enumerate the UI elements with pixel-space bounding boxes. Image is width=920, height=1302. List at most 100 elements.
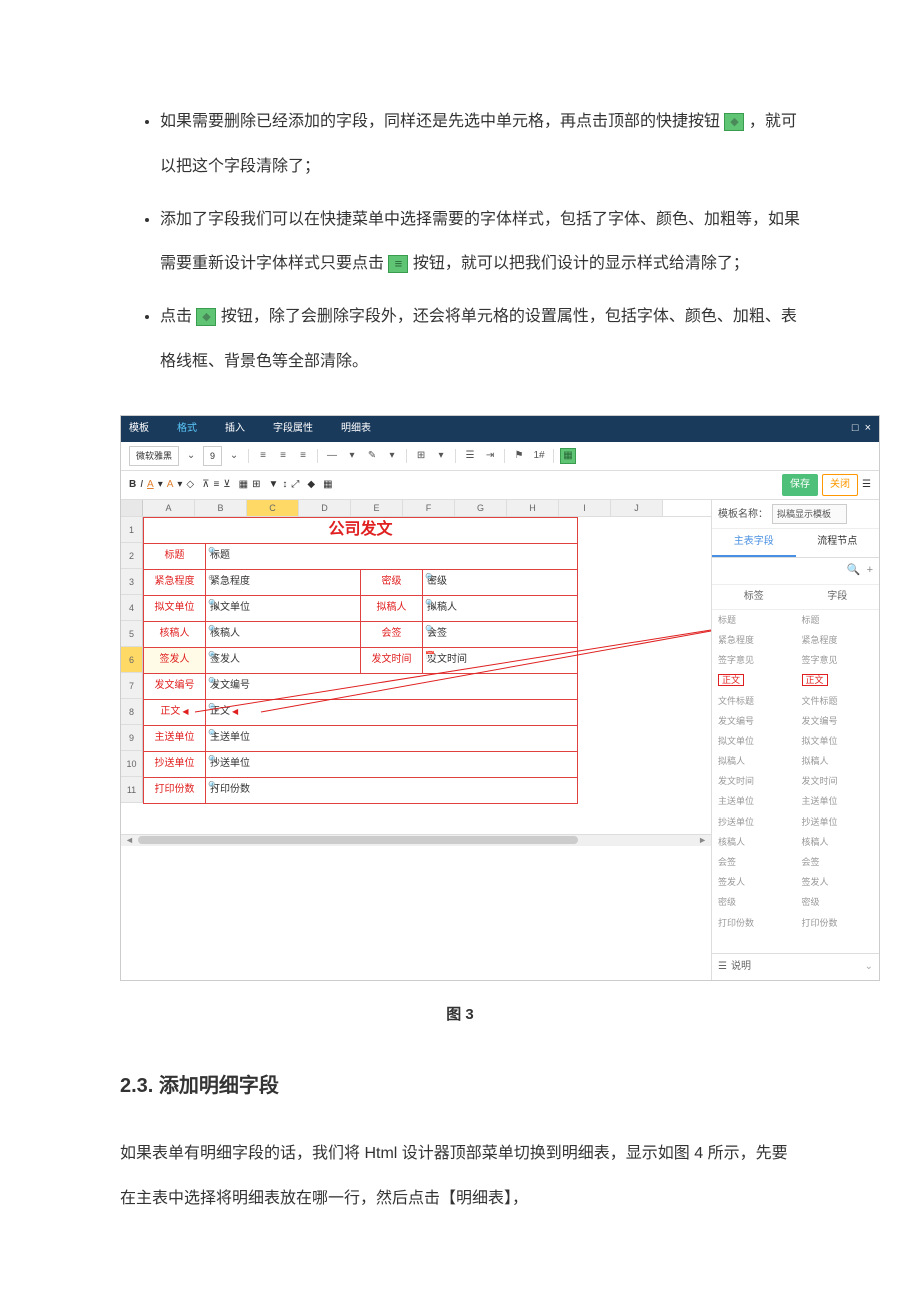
valign-top-icon[interactable]: ⊼ [202,476,209,494]
r6-v1[interactable]: 🔍签发人 [206,648,361,674]
menu-detail[interactable]: 明细表 [341,420,371,438]
row-4[interactable]: 4 [121,595,143,621]
field-row[interactable]: 发文时间发文时间 [712,771,879,791]
col-I[interactable]: I [559,500,611,516]
row-5[interactable]: 5 [121,621,143,647]
green-tool-icon-1[interactable]: ▦ [560,448,576,464]
r4-l2[interactable]: 拟稿人 [361,596,423,622]
horizontal-scrollbar[interactable]: ◄► [121,834,711,846]
dropdown-icon-3[interactable]: ▾ [433,448,449,464]
row-10[interactable]: 10 [121,751,143,777]
field-row[interactable]: 紧急程度紧急程度 [712,630,879,650]
align-right-icon[interactable]: ≡ [295,448,311,464]
chevron-down-icon[interactable]: ⌄ [865,958,873,976]
align-left-icon[interactable]: ≡ [255,448,271,464]
title-cell[interactable]: 公司发文 [144,518,578,544]
col-B[interactable]: B [195,500,247,516]
row-8[interactable]: 8 [121,699,143,725]
field-row[interactable]: 拟稿人拟稿人 [712,751,879,771]
r5-v2[interactable]: 🔍会签 [423,622,578,648]
r6-l2[interactable]: 发文时间 [361,648,423,674]
menu-insert[interactable]: 插入 [225,420,245,438]
col-C[interactable]: C [247,500,299,516]
flag-icon[interactable]: ⚑ [511,448,527,464]
r2-label[interactable]: 标题 [144,544,206,570]
valign-mid-icon[interactable]: ≡ [213,476,219,494]
row-6[interactable]: 6 [121,647,143,673]
r2-value[interactable]: 🔍标题 [206,544,578,570]
col-G[interactable]: G [455,500,507,516]
r8-label[interactable]: 正文◀ [144,700,206,726]
field-row[interactable]: 签发人签发人 [712,872,879,892]
font-size-dropdown-icon[interactable]: ⌄ [226,448,242,464]
r3-v2[interactable]: 🔍密级 [423,570,578,596]
row-3[interactable]: 3 [121,569,143,595]
close-button[interactable]: 关闭 [822,474,858,496]
merge-icon[interactable]: ▦ [239,476,248,494]
eraser-tool-icon[interactable]: ◇ [186,476,194,494]
indent-icon[interactable]: ⇥ [482,448,498,464]
r5-l1[interactable]: 核稿人 [144,622,206,648]
r4-v1[interactable]: 🔍拟文单位 [206,596,361,622]
green-tool-icon-2[interactable]: ▦ [323,476,332,494]
row-1[interactable]: 1 [121,517,143,543]
field-row[interactable]: 核稿人核稿人 [712,832,879,852]
row-11[interactable]: 11 [121,777,143,803]
field-row[interactable]: 抄送单位抄送单位 [712,812,879,832]
corner-cell[interactable] [121,500,143,516]
sort-icon[interactable]: ↕ [282,476,287,494]
field-row[interactable]: 发文编号发文编号 [712,711,879,731]
field-row[interactable]: 正文正文 [712,670,879,690]
col-E[interactable]: E [351,500,403,516]
r5-l2[interactable]: 会签 [361,622,423,648]
menu-field-props[interactable]: 字段属性 [273,420,313,438]
field-row[interactable]: 主送单位主送单位 [712,791,879,811]
list-icon[interactable]: ☰ [462,448,478,464]
dropdown-icon-4[interactable]: ▾ [158,476,163,494]
r4-v2[interactable]: 🔍拟稿人 [423,596,578,622]
menu-icon[interactable]: ☰ [862,476,871,494]
field-row[interactable]: 文件标题文件标题 [712,691,879,711]
r4-l1[interactable]: 拟文单位 [144,596,206,622]
field-row[interactable]: 会签会签 [712,852,879,872]
tab-main-fields[interactable]: 主表字段 [712,529,796,557]
font-size-select[interactable]: 9 [203,446,222,466]
fill-color-icon[interactable]: A [167,476,174,494]
clear-icon[interactable]: ◆ [307,476,315,494]
expand-icon[interactable]: ⤢ [291,476,299,494]
r3-l1[interactable]: 紧急程度 [144,570,206,596]
border-icon[interactable]: ⊞ [413,448,429,464]
split-icon[interactable]: ⊞ [252,476,260,494]
r7-value[interactable]: 🔍发文编号 [206,674,578,700]
r3-v1[interactable]: ⊕紧急程度 [206,570,361,596]
tab-flow-nodes[interactable]: 流程节点 [796,529,880,557]
col-H[interactable]: H [507,500,559,516]
font-family-dropdown-icon[interactable]: ⌄ [183,448,199,464]
r10-value[interactable]: 🔍抄送单位 [206,752,578,778]
col-D[interactable]: D [299,500,351,516]
filter-icon[interactable]: ▼ [268,476,278,494]
menu-format[interactable]: 格式 [177,420,197,438]
field-row[interactable]: 密级密级 [712,892,879,912]
col-F[interactable]: F [403,500,455,516]
dropdown-icon-5[interactable]: ▾ [177,476,182,494]
font-color-icon[interactable]: A [147,476,154,494]
font-family-select[interactable]: 微软雅黑 [129,446,179,466]
menu-template[interactable]: 模板 [129,420,149,438]
field-row[interactable]: 标题标题 [712,610,879,630]
hash-icon[interactable]: 1# [531,448,547,464]
window-maximize-icon[interactable]: □ [852,419,859,439]
align-center-icon[interactable]: ≡ [275,448,291,464]
window-close-icon[interactable]: × [865,419,871,439]
r6-l1[interactable]: 签发人 [144,648,206,674]
row-2[interactable]: 2 [121,543,143,569]
pencil-icon[interactable]: ✎ [364,448,380,464]
r10-label[interactable]: 抄送单位 [144,752,206,778]
r7-label[interactable]: 发文编号 [144,674,206,700]
add-icon[interactable]: + [867,561,873,581]
r9-value[interactable]: 🔍主送单位 [206,726,578,752]
col-J[interactable]: J [611,500,663,516]
italic-icon[interactable]: I [140,476,143,494]
col-A[interactable]: A [143,500,195,516]
field-row[interactable]: 拟文单位拟文单位 [712,731,879,751]
